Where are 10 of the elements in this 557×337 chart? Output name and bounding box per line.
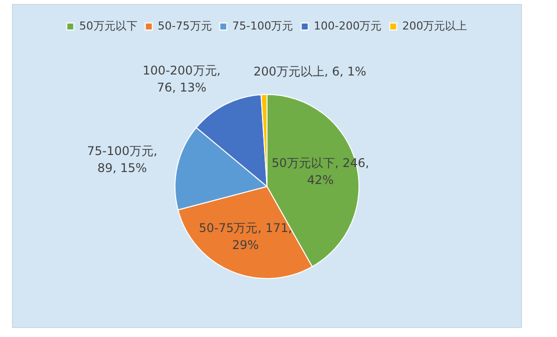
data-label: 100-200万元, 76, 13% <box>142 64 221 95</box>
legend-label: 100-200万元 <box>314 19 382 32</box>
legend-label: 50万元以下 <box>79 19 138 32</box>
legend-label: 75-100万元 <box>232 19 294 32</box>
data-label: 50-75万元, 171, 29% <box>198 220 292 252</box>
data-label: 200万元以上, 6, 1% <box>253 64 366 78</box>
legend-label: 50-75万元 <box>158 19 212 32</box>
legend-label: 200万元以上 <box>402 19 468 32</box>
data-label: 75-100万元, 89, 15% <box>86 144 158 176</box>
data-label: 50万元以下, 246, 42% <box>272 156 370 188</box>
